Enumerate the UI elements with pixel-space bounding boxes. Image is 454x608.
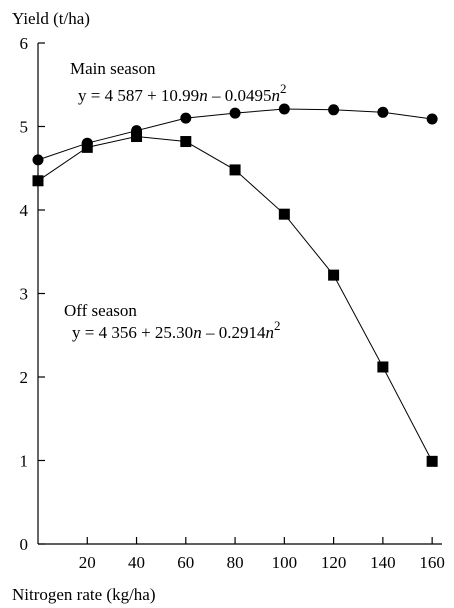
x-tick-label: 140 xyxy=(370,553,396,572)
main-season-point xyxy=(426,113,438,125)
x-tick-label: 60 xyxy=(177,553,194,572)
x-tick-label: 40 xyxy=(128,553,145,572)
y-tick-label: 3 xyxy=(20,285,29,304)
y-tick-label: 4 xyxy=(20,201,29,220)
main-season-point xyxy=(278,103,290,115)
off-season-point xyxy=(377,361,389,373)
off-season-line xyxy=(37,136,433,462)
x-tick-label: 120 xyxy=(321,553,347,572)
off-season-series xyxy=(32,131,438,467)
y-tick-label: 5 xyxy=(20,118,29,137)
off-season-point xyxy=(180,136,192,148)
main-season-label: Main season xyxy=(70,59,156,78)
y-tick-label: 0 xyxy=(20,535,29,554)
off-season-point xyxy=(278,208,290,220)
main-season-point xyxy=(328,104,340,116)
y-axis-label: Yield (t/ha) xyxy=(12,9,90,28)
main-season-point xyxy=(377,106,389,118)
x-tick-label: 160 xyxy=(419,553,445,572)
off-season-equation: y = 4 356 + 25.30n – 0.2914n2 xyxy=(72,318,280,342)
x-tick-label: 20 xyxy=(79,553,96,572)
off-season-point xyxy=(229,164,241,176)
x-axis-label: Nitrogen rate (kg/ha) xyxy=(12,585,156,604)
main-season-point xyxy=(32,154,44,166)
off-season-label: Off season xyxy=(64,301,137,320)
y-tick-label: 1 xyxy=(20,452,29,471)
x-tick-label: 100 xyxy=(272,553,298,572)
off-season-point xyxy=(426,455,438,467)
main-season-equation: y = 4 587 + 10.99n – 0.0495n2 xyxy=(78,81,286,105)
y-tick-label: 2 xyxy=(20,368,29,387)
off-season-point xyxy=(328,269,340,281)
off-season-point xyxy=(81,141,93,153)
main-season-point xyxy=(180,112,192,124)
axis-ticks: 0 1 2 3 4 5 6 20 40 60 80 100 120 140 160 xyxy=(20,34,445,572)
series-layer xyxy=(32,103,438,467)
off-season-point xyxy=(131,131,143,143)
off-season-point xyxy=(32,175,44,187)
main-season-series xyxy=(32,103,438,166)
y-tick-label: 6 xyxy=(20,34,29,53)
x-tick-label: 80 xyxy=(227,553,244,572)
main-season-point xyxy=(229,107,241,119)
